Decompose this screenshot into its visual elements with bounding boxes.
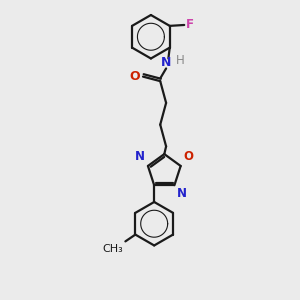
Text: O: O (130, 70, 140, 83)
Text: O: O (183, 150, 194, 163)
Text: N: N (177, 187, 187, 200)
Text: CH₃: CH₃ (103, 244, 124, 254)
Text: H: H (176, 54, 185, 67)
Text: F: F (186, 19, 194, 32)
Text: N: N (161, 56, 171, 69)
Text: N: N (135, 150, 145, 163)
